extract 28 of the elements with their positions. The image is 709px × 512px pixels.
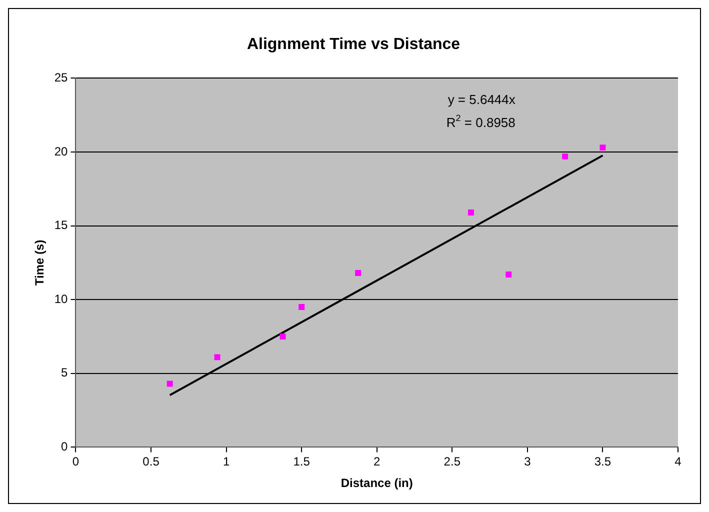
point [600,144,606,151]
point [214,354,220,360]
point [562,153,568,160]
x-tick-label: 4 [674,454,682,469]
x-tick-label: 1 [222,454,230,469]
point [298,304,305,310]
x-tick-label: 2.5 [444,454,461,469]
x-tick-label: 0 [72,454,80,469]
x-axis-title: Distance (in) [340,476,413,490]
x-tick-label: 0.5 [142,454,160,469]
y-tick-label: 25 [54,70,68,85]
point [280,334,286,340]
y-axis-title: Time (s) [32,240,47,286]
y-tick-label: 15 [54,218,68,232]
x-tick-label: 3 [524,454,532,469]
point [166,380,173,387]
x-tick-label: 1.5 [293,454,310,469]
y-tick-label: 5 [61,366,68,380]
annotation: y = 5.6444x [448,92,516,108]
x-tick-label: 3.5 [594,454,612,469]
y-tick-label: 10 [54,292,68,306]
x-tick-label: 2 [374,454,381,469]
y-tick-label: 0 [61,440,68,454]
y-tick-label: 20 [54,144,68,158]
chart-title: Alignment Time vs Distance [246,36,460,54]
point [468,210,474,216]
point [355,270,362,276]
point [506,272,512,278]
